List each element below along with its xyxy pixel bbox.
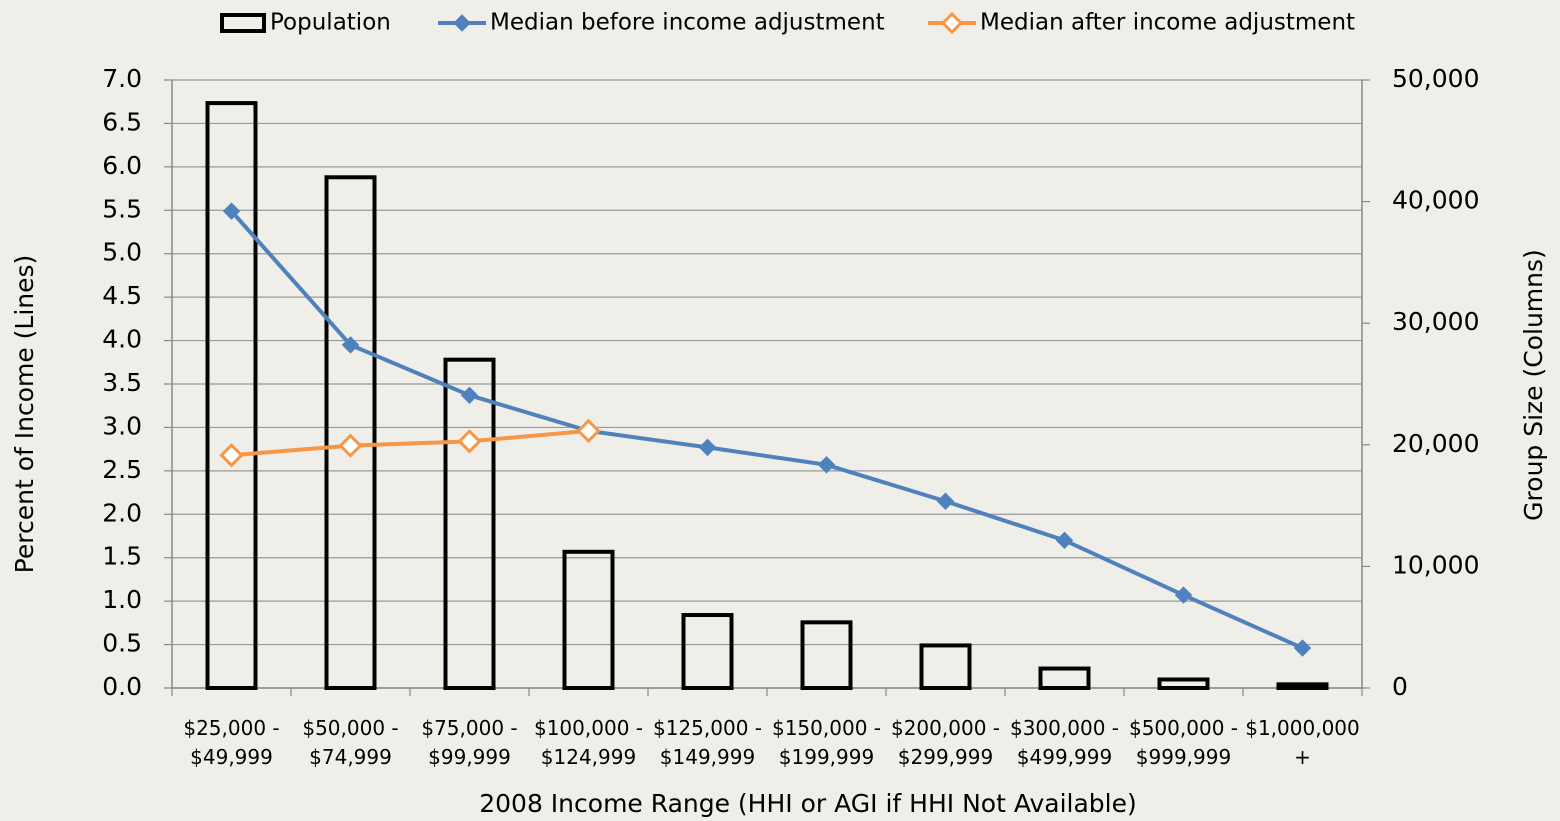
marker	[1293, 639, 1312, 657]
y-tick-label: 3.5	[102, 368, 142, 397]
marker	[936, 492, 955, 510]
bar	[1157, 677, 1210, 690]
marker	[338, 433, 363, 458]
y2-tick-label: 50,000	[1392, 64, 1479, 93]
legend-label: Median before income adjustment	[490, 10, 885, 36]
x-tick-label: $150,000 - $199,999	[771, 716, 881, 769]
legend-label: Population	[270, 10, 391, 36]
y-axis-title: Percent of Income (Lines)	[10, 255, 39, 574]
y-tick-label: 4.0	[102, 325, 142, 354]
y-tick-label: 5.5	[102, 194, 142, 223]
x-axis-title: 2008 Income Range (HHI or AGI if HHI Not…	[479, 789, 1137, 818]
y-tick-label: 6.0	[102, 151, 142, 180]
bar	[205, 101, 258, 690]
bar	[681, 613, 734, 690]
y-tick-label: 2.0	[102, 498, 142, 527]
x-tick-label: $500,000 - $999,999	[1128, 716, 1238, 769]
x-tick-label: $50,000 - $74,999	[302, 716, 399, 769]
marker	[219, 443, 244, 468]
x-tick-label: $100,000 - $124,999	[533, 716, 643, 769]
y-tick-label: 7.0	[102, 64, 142, 93]
x-tick-label: $300,000 - $499,999	[1009, 716, 1119, 769]
marker	[1055, 531, 1074, 550]
marker	[576, 418, 601, 444]
legend-marker	[453, 14, 471, 32]
bar	[562, 549, 615, 690]
y2-tick-label: 10,000	[1392, 550, 1479, 579]
y-tick-label: 5.0	[102, 238, 142, 267]
y-tick-label: 0.0	[102, 672, 142, 701]
y-tick-label: 4.5	[102, 281, 142, 310]
marker	[817, 456, 836, 474]
line	[230, 209, 1304, 650]
marker	[457, 429, 482, 454]
x-tick-label: $200,000 - $299,999	[890, 716, 1000, 769]
bar	[324, 175, 377, 690]
x-tick-label: $75,000 - $99,999	[421, 716, 518, 769]
y2-axis-title: Group Size (Columns)	[1519, 249, 1548, 521]
y-tick-label: 3.0	[102, 411, 142, 440]
bar	[1276, 682, 1329, 690]
x-tick-label: $1,000,000 +	[1245, 716, 1360, 769]
y2-tick-label: 40,000	[1392, 186, 1479, 215]
x-tick-label: $125,000 - $149,999	[652, 716, 762, 769]
legend-swatch	[220, 13, 266, 33]
y2-tick-label: 0	[1392, 672, 1408, 701]
marker	[341, 336, 360, 354]
bar	[443, 357, 496, 690]
y2-tick-label: 30,000	[1392, 307, 1479, 336]
bar	[919, 643, 972, 691]
marker	[1174, 586, 1193, 604]
bar	[1038, 666, 1091, 691]
y-tick-label: 6.5	[102, 107, 142, 136]
marker	[698, 438, 717, 457]
marker	[222, 202, 241, 220]
legend-label: Median after income adjustment	[980, 10, 1355, 36]
y-tick-label: 0.5	[102, 629, 142, 658]
x-tick-label: $25,000 - $49,999	[183, 716, 280, 769]
line	[231, 428, 589, 458]
marker	[460, 386, 479, 404]
y-tick-label: 2.5	[102, 455, 142, 484]
bar	[800, 620, 853, 690]
legend-marker	[940, 11, 964, 35]
y2-tick-label: 20,000	[1392, 429, 1479, 458]
y-tick-label: 1.0	[102, 585, 142, 614]
y-tick-label: 1.5	[102, 542, 142, 571]
